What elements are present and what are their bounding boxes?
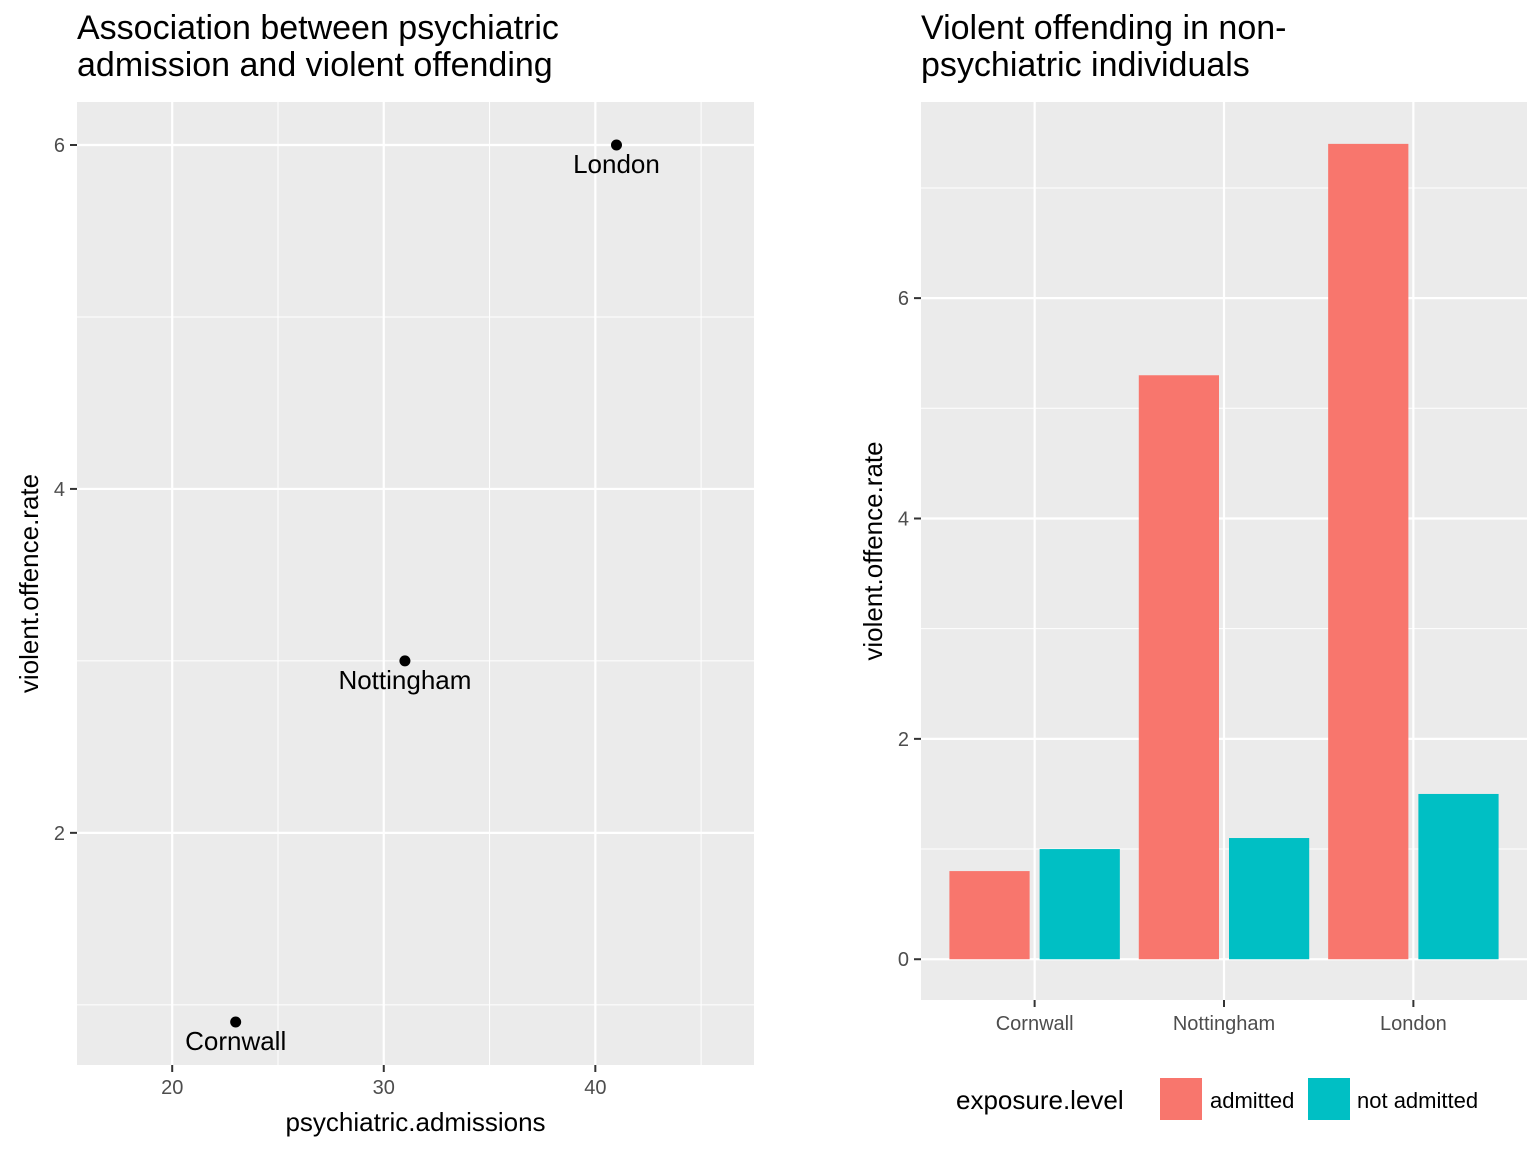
bar-x-tick-label: Nottingham (1173, 1013, 1275, 1035)
legend-label-admitted: admitted (1210, 1088, 1294, 1113)
bar-not-admitted (1229, 838, 1310, 960)
legend-swatch-admitted (1160, 1078, 1202, 1120)
bar-y-tick-label: 0 (898, 949, 909, 971)
scatter-y-tick-label: 4 (54, 479, 65, 501)
scatter-point (399, 655, 411, 667)
scatter-y-axis-title: violent.offence.rate (14, 474, 44, 693)
scatter-x-tick-label: 40 (584, 1077, 606, 1099)
right-chart-title: Violent offending in non- psychiatric in… (921, 10, 1521, 84)
scatter-point-label: London (573, 149, 660, 179)
bar-y-tick-label: 2 (898, 729, 909, 751)
scatter-point-label: Nottingham (338, 665, 471, 695)
left-chart-title: Association between psychiatric admissio… (77, 10, 697, 84)
scatter-point-label: Cornwall (185, 1026, 286, 1056)
right-chart-title-line-1: Violent offending in non- (921, 9, 1287, 47)
scatter-point (230, 1016, 242, 1028)
left-chart-title-line-2: admission and violent offending (77, 46, 553, 84)
scatter-panel-background (77, 102, 754, 1065)
bar-not-admitted (1039, 849, 1120, 960)
bar-admitted (1328, 143, 1409, 960)
legend-swatch-not-admitted (1308, 1078, 1350, 1120)
scatter-x-tick-label: 20 (161, 1077, 183, 1099)
bar-y-tick-label: 6 (898, 288, 909, 310)
bar-x-tick-label: London (1380, 1013, 1447, 1035)
scatter-y-tick-label: 6 (54, 135, 65, 157)
right-chart-title-line-2: psychiatric individuals (921, 46, 1250, 84)
scatter-y-tick-label: 2 (54, 823, 65, 845)
scatter-x-axis-title: psychiatric.admissions (285, 1107, 545, 1137)
bar-y-axis-title: violent.offence.rate (858, 441, 888, 660)
left-chart-title-line-1: Association between psychiatric (77, 9, 559, 47)
bar-not-admitted (1418, 793, 1499, 960)
bar-admitted (1138, 375, 1219, 960)
legend-title: exposure.level (956, 1085, 1124, 1115)
bar-x-tick-label: Cornwall (996, 1013, 1074, 1035)
bar-y-tick-label: 4 (898, 508, 909, 530)
bar-chart: 0 2 4 6 Cornwall Nottingham London violent.offe… (858, 102, 1527, 1120)
legend-label-not-admitted: not admitted (1357, 1088, 1478, 1113)
scatter-x-tick-label: 30 (373, 1077, 395, 1099)
scatter-chart: 20 30 40 2 4 6 Cornwall Nottingham London psychia… (14, 102, 754, 1137)
scatter-point (610, 139, 622, 151)
bar-admitted (949, 871, 1030, 960)
